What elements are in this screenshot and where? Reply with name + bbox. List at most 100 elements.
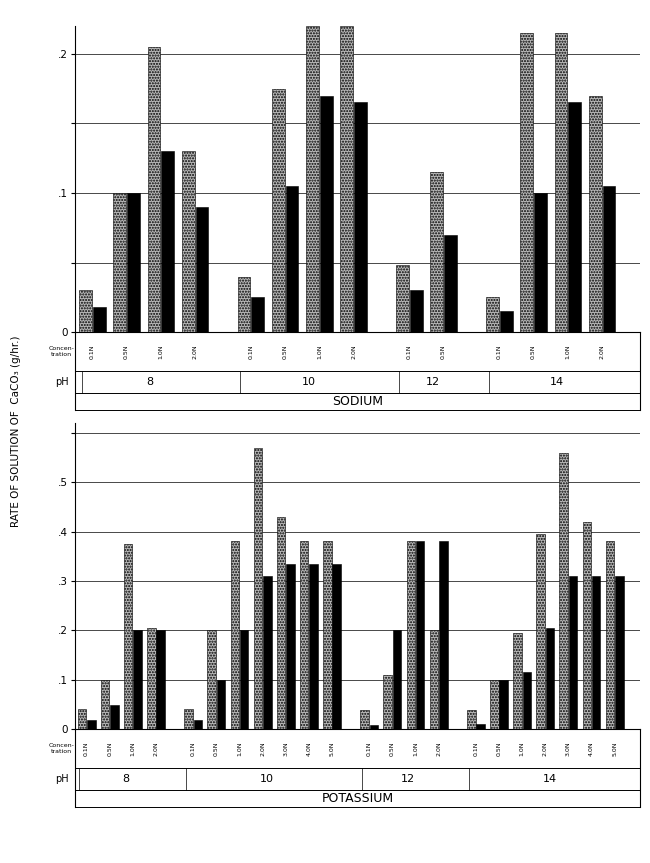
Bar	[370, 725, 378, 729]
Bar	[410, 291, 422, 332]
Bar	[514, 633, 522, 729]
Bar	[603, 186, 616, 332]
Text: 4.0N: 4.0N	[589, 741, 594, 756]
Bar	[341, 26, 353, 332]
Text: 0.1N: 0.1N	[191, 741, 196, 756]
Bar	[300, 541, 309, 729]
Text: POTASSIUM: POTASSIUM	[322, 791, 393, 805]
Text: 0.1N: 0.1N	[84, 741, 89, 756]
Bar	[520, 33, 533, 332]
Bar	[79, 291, 92, 332]
Text: 0.1N: 0.1N	[497, 344, 502, 359]
Bar	[439, 541, 447, 729]
Bar	[582, 522, 592, 729]
Text: 0.5N: 0.5N	[283, 344, 287, 359]
Bar	[534, 193, 547, 332]
Bar	[430, 630, 438, 729]
Text: 0.1N: 0.1N	[474, 741, 478, 756]
Text: 8: 8	[122, 774, 129, 784]
Bar	[360, 710, 369, 729]
Bar	[113, 193, 126, 332]
Text: 1.0N: 1.0N	[237, 741, 242, 756]
Text: 0.1N: 0.1N	[407, 344, 412, 359]
Text: 2.0N: 2.0N	[153, 741, 159, 756]
Bar	[207, 630, 216, 729]
Text: 4.0N: 4.0N	[306, 741, 311, 756]
Bar	[323, 541, 332, 729]
Bar	[354, 103, 367, 332]
Text: 2.0N: 2.0N	[436, 741, 441, 756]
Text: 5.0N: 5.0N	[612, 741, 617, 756]
Bar	[332, 564, 341, 729]
Bar	[196, 207, 209, 332]
Text: pH: pH	[55, 377, 68, 387]
Text: 1.0N: 1.0N	[159, 344, 163, 359]
Bar	[406, 541, 415, 729]
Bar	[467, 710, 476, 729]
Text: SODIUM: SODIUM	[332, 394, 383, 408]
Text: 14: 14	[543, 774, 556, 784]
Bar	[272, 89, 285, 332]
Bar	[536, 534, 545, 729]
Bar	[393, 630, 401, 729]
Text: 0.5N: 0.5N	[214, 741, 219, 756]
Bar	[93, 307, 105, 332]
Bar	[194, 721, 202, 729]
Bar	[430, 172, 443, 332]
Text: 2.0N: 2.0N	[192, 344, 198, 359]
Text: 3.0N: 3.0N	[566, 741, 571, 756]
Bar	[416, 541, 424, 729]
Bar	[133, 630, 142, 729]
Bar	[237, 276, 250, 332]
Bar	[124, 544, 133, 729]
Text: 12: 12	[426, 377, 440, 387]
Bar	[263, 576, 272, 729]
Text: Concen-
tration: Concen- tration	[49, 743, 75, 754]
Bar	[286, 564, 294, 729]
Text: 0.1N: 0.1N	[367, 741, 372, 756]
Text: 10: 10	[260, 774, 274, 784]
Bar	[306, 26, 319, 332]
Text: 0.5N: 0.5N	[531, 344, 536, 359]
Bar	[309, 564, 318, 729]
Bar	[185, 709, 193, 729]
Bar	[101, 680, 109, 729]
Text: 0.5N: 0.5N	[107, 741, 112, 756]
Bar	[569, 576, 577, 729]
Text: 8: 8	[147, 377, 153, 387]
Bar	[252, 298, 264, 332]
Bar	[240, 630, 248, 729]
Bar	[500, 312, 513, 332]
Bar	[545, 628, 554, 729]
Bar	[148, 47, 161, 332]
Bar	[606, 541, 614, 729]
Bar	[182, 151, 195, 332]
Bar	[320, 96, 333, 332]
Text: 0.5N: 0.5N	[441, 344, 446, 359]
Bar	[589, 96, 602, 332]
Bar	[87, 721, 96, 729]
Text: 0.5N: 0.5N	[124, 344, 129, 359]
Bar	[615, 576, 623, 729]
Bar	[254, 448, 263, 729]
Bar	[592, 576, 601, 729]
Bar	[285, 186, 298, 332]
Bar	[231, 541, 239, 729]
Text: 2.0N: 2.0N	[260, 741, 265, 756]
Text: pH: pH	[55, 774, 68, 784]
Text: 2.0N: 2.0N	[543, 741, 548, 756]
Bar	[523, 672, 531, 729]
Text: 0.1N: 0.1N	[248, 344, 254, 359]
Text: 2.0N: 2.0N	[351, 344, 356, 359]
Bar	[396, 266, 409, 332]
Bar	[384, 675, 392, 729]
Bar	[560, 452, 568, 729]
Bar	[444, 235, 457, 332]
Text: 0.5N: 0.5N	[390, 741, 395, 756]
Text: 2.0N: 2.0N	[599, 344, 605, 359]
Text: 14: 14	[550, 377, 564, 387]
Text: 3.0N: 3.0N	[283, 741, 288, 756]
Text: 1.0N: 1.0N	[317, 344, 322, 359]
Bar	[486, 298, 499, 332]
Text: 12: 12	[401, 774, 415, 784]
